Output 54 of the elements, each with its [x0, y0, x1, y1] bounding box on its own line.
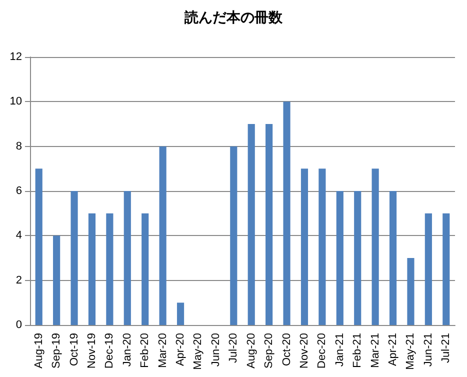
- bar: [389, 191, 397, 325]
- x-tick-label: Dec-20: [316, 333, 328, 368]
- y-tick-label: 2: [16, 274, 22, 286]
- bar: [106, 213, 114, 325]
- x-tick-label: Jul-20: [228, 333, 240, 363]
- y-tick-label: 4: [16, 230, 22, 242]
- bar: [424, 213, 432, 325]
- bar: [442, 213, 450, 325]
- x-tick-label: Mar-20: [156, 333, 169, 368]
- bar: [88, 213, 96, 325]
- y-tick-label: 12: [10, 51, 22, 63]
- bar: [53, 236, 60, 325]
- x-tick-label: Aug-20: [245, 333, 258, 368]
- bar: [336, 191, 344, 325]
- x-tick-label: Nov-20: [298, 333, 310, 368]
- chart-title: 読んだ本の冊数: [184, 9, 284, 26]
- bar: [248, 124, 255, 325]
- x-tick-label: Feb-21: [352, 333, 364, 368]
- bar: [407, 258, 414, 325]
- x-tick-label: Apr-21: [387, 333, 400, 366]
- x-tick-label: Oct-20: [280, 333, 293, 366]
- x-tick-label: Nov-19: [86, 333, 98, 368]
- bar: [230, 146, 238, 325]
- y-tick-label: 6: [16, 185, 22, 197]
- bar: [372, 168, 379, 325]
- bar: [266, 124, 273, 325]
- x-tick-label: Mar-21: [369, 333, 382, 368]
- bar: [300, 168, 308, 325]
- y-tick-label: 10: [10, 96, 22, 108]
- bar: [176, 302, 184, 325]
- bar: [283, 102, 290, 325]
- x-tick-label: Jan-20: [121, 333, 134, 367]
- x-tick-label: Sep-20: [263, 333, 276, 368]
- bar: [159, 146, 166, 325]
- x-tick-label: Feb-20: [139, 333, 152, 368]
- x-tick-label: Jul-21: [440, 333, 452, 363]
- x-tick-label: Jan-21: [334, 333, 346, 367]
- x-tick-label: Sep-19: [50, 333, 63, 368]
- x-tick-label: Oct-19: [68, 333, 80, 366]
- bar: [142, 213, 149, 325]
- x-tick-label: Jun-21: [422, 333, 434, 367]
- x-tick-label: Apr-20: [174, 333, 187, 366]
- x-tick-label: May-20: [192, 333, 204, 370]
- bar: [354, 191, 362, 325]
- x-tick-label: Jun-20: [210, 333, 222, 367]
- bar: [318, 168, 326, 325]
- y-tick-label: 0: [16, 319, 22, 331]
- x-tick-label: May-21: [404, 333, 417, 370]
- bar: [35, 168, 42, 325]
- y-tick-label: 8: [16, 140, 22, 152]
- bar: [124, 191, 131, 325]
- bar: [70, 191, 78, 325]
- x-tick-label: Dec-19: [104, 333, 116, 368]
- x-tick-label: Aug-19: [32, 333, 45, 368]
